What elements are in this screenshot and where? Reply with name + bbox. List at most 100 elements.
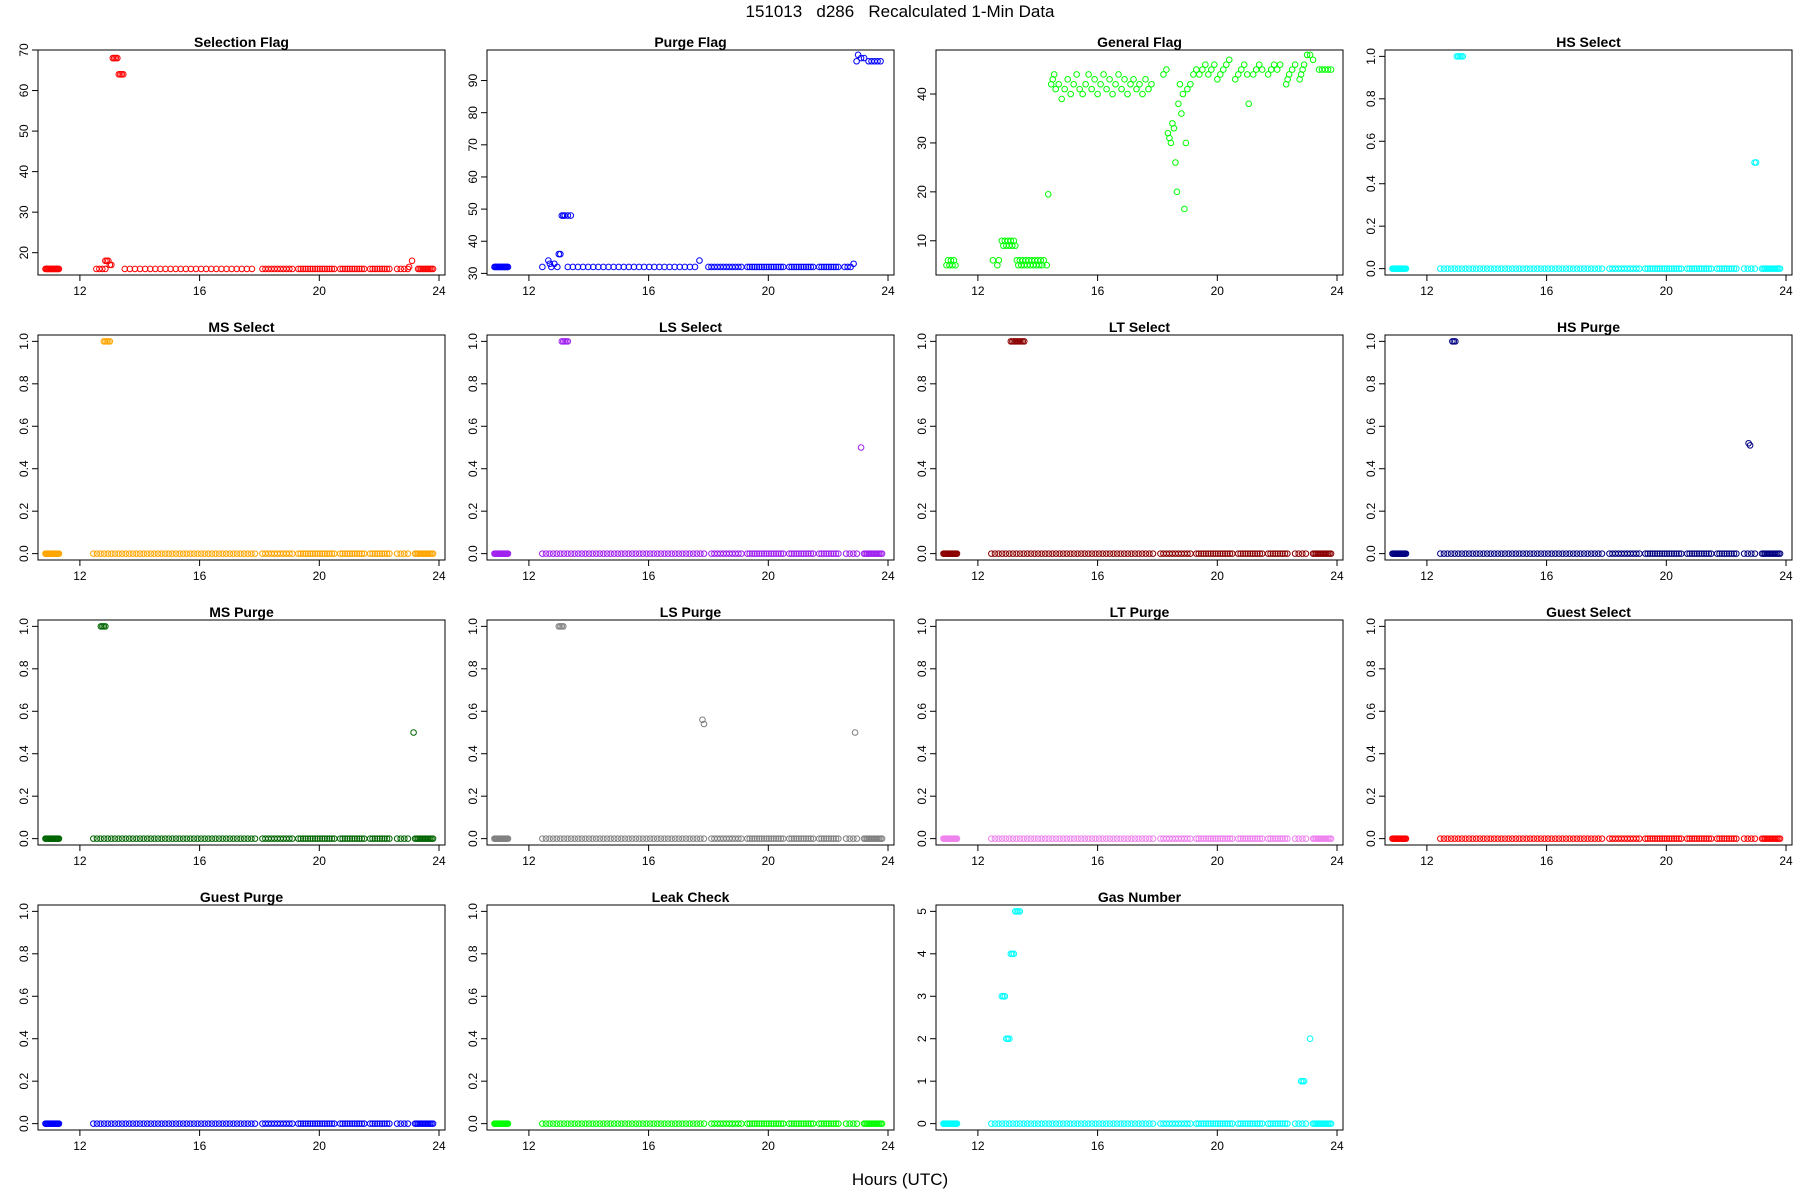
- data-point: [991, 1120, 999, 1127]
- data-point: [790, 1120, 798, 1127]
- data-point: [154, 550, 162, 557]
- data-point: [748, 835, 756, 842]
- data-point: [386, 835, 393, 842]
- data-point: [248, 550, 255, 557]
- data-point: [1548, 550, 1555, 557]
- data-point: [1661, 265, 1668, 272]
- data-point: [995, 835, 1002, 842]
- data-point: [386, 1120, 393, 1127]
- data-point: [857, 444, 865, 451]
- data-point: [639, 1120, 647, 1127]
- data-point: [358, 1120, 366, 1127]
- data-point: [998, 835, 1006, 842]
- data-point: [772, 550, 780, 557]
- data-point: [564, 835, 571, 842]
- data-point: [546, 550, 553, 557]
- data-point: [504, 1120, 512, 1127]
- data-point: [1207, 1120, 1215, 1127]
- data-point: [1006, 550, 1013, 557]
- y-tick-label: 0.2: [1364, 218, 1378, 235]
- data-point: [1207, 550, 1215, 557]
- data-point: [165, 835, 173, 842]
- data-point: [756, 263, 763, 271]
- x-tick-label: 24: [432, 569, 446, 583]
- data-point: [1041, 835, 1049, 842]
- data-point: [574, 550, 582, 557]
- data-point: [1598, 265, 1606, 272]
- data-point: [600, 835, 607, 842]
- data-point: [248, 835, 255, 842]
- data-point: [111, 1120, 119, 1127]
- data-point: [504, 550, 512, 557]
- data-point: [1480, 550, 1487, 557]
- y-tick-label: 0.0: [915, 545, 929, 562]
- data-point: [1131, 550, 1139, 557]
- data-point: [393, 265, 401, 273]
- data-point: [1299, 1120, 1306, 1127]
- data-point: [1494, 265, 1502, 272]
- data-point: [240, 550, 248, 557]
- data-point: [1444, 835, 1451, 842]
- data-point: [302, 835, 309, 842]
- data-point: [125, 550, 133, 557]
- data-point: [1569, 550, 1577, 557]
- data-point: [187, 550, 194, 557]
- data-point: [323, 835, 331, 842]
- data-point: [1160, 71, 1167, 78]
- data-point: [1234, 550, 1242, 557]
- data-point: [700, 720, 708, 728]
- data-point: [1302, 1120, 1310, 1127]
- data-point: [351, 550, 358, 557]
- data-point: [341, 835, 349, 842]
- data-point: [567, 550, 575, 557]
- data-point: [1544, 835, 1552, 842]
- data-point: [553, 550, 561, 557]
- data-point: [1490, 835, 1498, 842]
- data-point: [378, 1120, 386, 1127]
- data-point: [596, 550, 604, 557]
- data-point: [1452, 338, 1459, 345]
- data-point: [753, 1120, 761, 1127]
- data-point: [1031, 550, 1038, 557]
- data-point: [825, 263, 833, 271]
- data-point: [668, 1120, 675, 1127]
- data-point: [1480, 835, 1487, 842]
- data-point: [102, 265, 109, 273]
- data-point: [1045, 835, 1053, 842]
- data-point: [1718, 550, 1726, 557]
- data-point: [1281, 1120, 1289, 1127]
- data-point: [1070, 835, 1078, 842]
- data-point: [369, 265, 376, 273]
- data-point: [1656, 835, 1664, 842]
- data-point: [1272, 835, 1279, 842]
- data-point: [615, 263, 622, 271]
- data-point: [1073, 71, 1080, 78]
- data-point: [785, 263, 793, 271]
- data-point: [1584, 550, 1591, 557]
- data-point: [321, 1120, 328, 1127]
- data-point: [197, 265, 205, 273]
- data-point: [1013, 550, 1020, 557]
- data-point: [1254, 550, 1261, 557]
- y-tick-label: 0.4: [466, 460, 480, 477]
- data-point: [636, 1120, 643, 1127]
- data-point: [805, 263, 812, 271]
- data-point: [176, 1120, 183, 1127]
- data-point: [240, 1120, 248, 1127]
- data-point: [691, 263, 699, 271]
- data-point: [1088, 550, 1096, 557]
- data-point: [1508, 265, 1516, 272]
- data-point: [1633, 550, 1640, 557]
- data-point: [356, 550, 363, 557]
- data-point: [1654, 550, 1661, 557]
- data-point: [763, 550, 770, 557]
- data-point: [1733, 550, 1740, 557]
- data-point: [546, 1120, 553, 1127]
- data-point: [1106, 76, 1113, 83]
- x-tick-label: 24: [881, 854, 895, 868]
- data-point: [1562, 835, 1570, 842]
- data-point: [386, 550, 393, 557]
- data-point: [632, 835, 640, 842]
